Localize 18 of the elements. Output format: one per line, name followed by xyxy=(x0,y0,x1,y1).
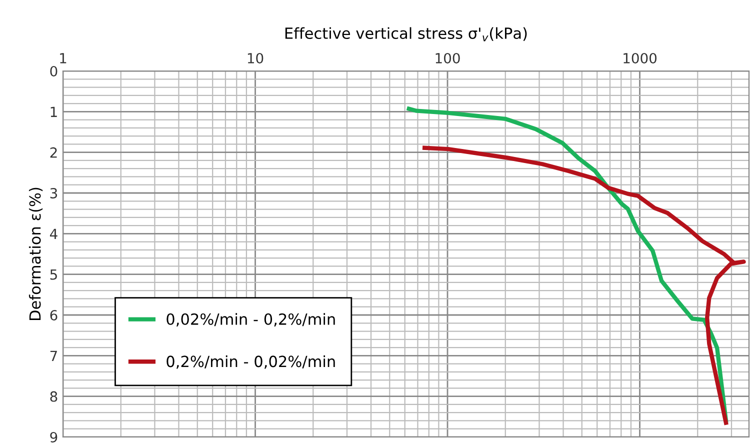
y-axis-title: Deformation ε(%) xyxy=(28,188,43,320)
y-tick-label: 3 xyxy=(50,188,58,198)
y-tick-label: 6 xyxy=(50,310,58,320)
y-tick-label: 8 xyxy=(50,391,58,402)
legend-label: 0,02%/min - 0,2%/min xyxy=(166,313,335,326)
legend-label: 0,2%/min - 0,02%/min xyxy=(166,355,335,369)
y-tick-label: 9 xyxy=(50,432,58,442)
x-tick-label: 100 xyxy=(436,52,460,64)
y-tick-label: 4 xyxy=(50,228,58,239)
y-tick-label: 5 xyxy=(50,269,57,280)
y-tick-label: 1 xyxy=(50,106,57,117)
y-tick-label: 2 xyxy=(50,147,57,158)
x-axis-title: Effective vertical stress σ'$_{v}$(kPa) xyxy=(285,27,527,42)
y-tick-label: 0 xyxy=(50,66,58,76)
x-tick-label: 1 xyxy=(60,53,66,64)
x-tick-label: 10 xyxy=(248,52,264,64)
x-tick-label: 1000 xyxy=(624,52,657,64)
y-tick-label: 7 xyxy=(50,350,57,361)
